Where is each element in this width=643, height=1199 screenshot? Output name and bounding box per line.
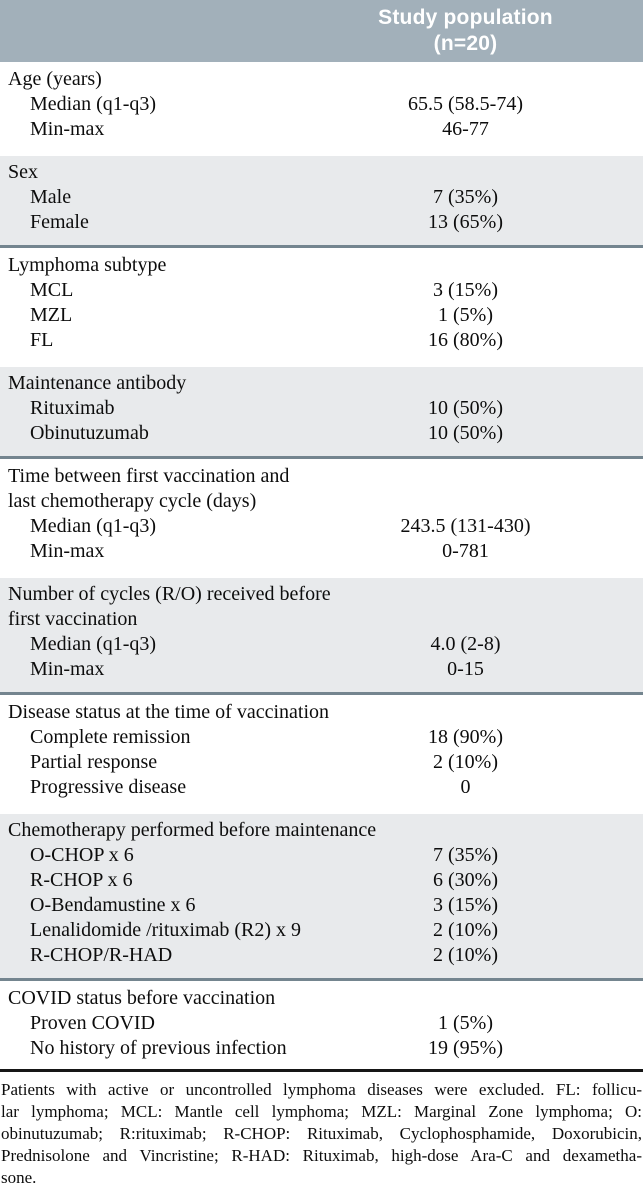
section: Chemotherapy performed before maintenanc… (0, 814, 643, 981)
row-value: 18 (90%) (428, 726, 503, 748)
footnote-line: sone. (1, 1168, 37, 1187)
section: Maintenance antibody Rituximab 10 (50%) Obi… (0, 367, 643, 459)
row-label: Min-max (30, 118, 105, 140)
section-title: Time between first vaccination and last … (8, 465, 290, 512)
footnote-line: Patients with active or uncontrolled lym… (1, 1080, 642, 1099)
row-value: 7 (35%) (433, 844, 498, 866)
data-row: O-Bendamustine x 6 3 (15%) (0, 893, 643, 918)
row-value: 7 (35%) (433, 186, 498, 208)
section: Time between first vaccination and last … (0, 459, 643, 578)
row-label: Median (q1-q3) (30, 93, 157, 115)
data-row: Median (q1-q3) 65.5 (58.5-74) (0, 92, 643, 117)
data-row: Complete remission 18 (90%) (0, 725, 643, 750)
row-value: 4.0 (2-8) (430, 633, 501, 655)
data-row: R-CHOP x 6 6 (30%) (0, 868, 643, 893)
row-value: 46-77 (442, 118, 489, 140)
section-title: Number of cycles (R/O) received before f… (8, 583, 331, 630)
section: Lymphoma subtype MCL 3 (15%) MZL 1 (5%) FL 16 … (0, 248, 643, 367)
row-value: 10 (50%) (428, 397, 503, 419)
row-value: 19 (95%) (428, 1037, 503, 1059)
data-row: O-CHOP x 6 7 (35%) (0, 843, 643, 868)
data-row: Min-max 0-781 (0, 539, 643, 564)
row-label: Min-max (30, 540, 105, 562)
section: Disease status at the time of vaccinatio… (0, 695, 643, 814)
row-label: Partial response (30, 751, 158, 773)
footnote-line: lar lymphoma; MCL: Mantle cell lymphoma;… (1, 1102, 642, 1121)
row-label: No history of previous infection (30, 1037, 287, 1059)
row-value: 0-15 (447, 658, 484, 680)
data-row: R-CHOP/R-HAD 2 (10%) (0, 943, 643, 968)
row-value: 0 (460, 776, 471, 798)
section: Sex Male 7 (35%) Female 13 (65%) (0, 156, 643, 248)
row-label: Proven COVID (30, 1012, 155, 1034)
data-row: Median (q1-q3) 243.5 (131-430) (0, 514, 643, 539)
row-label: O-CHOP x 6 (30, 844, 134, 866)
row-value: 2 (10%) (433, 944, 498, 966)
table-header-row: Study population (n=20) (0, 0, 643, 62)
row-value: 16 (80%) (428, 329, 503, 351)
row-label: MCL (30, 279, 74, 301)
row-label: R-CHOP x 6 (30, 869, 133, 891)
row-value: 6 (30%) (433, 869, 498, 891)
row-label: Min-max (30, 658, 105, 680)
row-value: 1 (5%) (438, 304, 493, 326)
study-population-column-header: Study population (n=20) (378, 6, 553, 55)
section: COVID status before vaccination Proven CO… (0, 981, 643, 1072)
data-row: Obinutuzumab 10 (50%) (0, 421, 643, 446)
row-value: 13 (65%) (428, 211, 503, 233)
data-row: Partial response 2 (10%) (0, 750, 643, 775)
footnote-line: obinutuzumab; R:rituximab; R-CHOP: Ritux… (1, 1124, 642, 1143)
data-row: Median (q1-q3) 4.0 (2-8) (0, 632, 643, 657)
section: Number of cycles (R/O) received before f… (0, 578, 643, 695)
row-label: Median (q1-q3) (30, 515, 157, 537)
row-value: 243.5 (131-430) (400, 515, 531, 537)
row-label: Lenalidomide /rituximab (R2) x 9 (30, 919, 302, 941)
data-row: Min-max 46-77 (0, 117, 643, 142)
section-title: Chemotherapy performed before maintenanc… (8, 819, 377, 841)
section-title: Lymphoma subtype (8, 254, 167, 276)
section-title: Disease status at the time of vaccinatio… (8, 701, 330, 723)
section: Age (years) Median (q1-q3) 65.5 (58.5-74) M… (0, 62, 643, 156)
row-label: Female (30, 211, 89, 233)
data-row: Lenalidomide /rituximab (R2) x 9 2 (10%) (0, 918, 643, 943)
row-label: Progressive disease (30, 776, 187, 798)
data-row: Progressive disease 0 (0, 775, 643, 800)
data-row: Proven COVID 1 (5%) (0, 1011, 643, 1036)
row-value: 2 (10%) (433, 919, 498, 941)
row-value: 65.5 (58.5-74) (408, 93, 523, 115)
footnote: Patients with active or uncontrolled lym… (0, 1072, 643, 1189)
data-row: No history of previous infection 19 (95%) (0, 1036, 643, 1061)
row-label: Obinutuzumab (30, 422, 149, 444)
footnote-line: Prednisolone and Vincristine; R-HAD: Rit… (1, 1146, 642, 1165)
row-label: Median (q1-q3) (30, 633, 157, 655)
row-value: 2 (10%) (433, 751, 498, 773)
data-row: FL 16 (80%) (0, 328, 643, 353)
row-value: 10 (50%) (428, 422, 503, 444)
row-label: R-CHOP/R-HAD (30, 944, 173, 966)
data-row: Rituximab 10 (50%) (0, 396, 643, 421)
data-row: MZL 1 (5%) (0, 303, 643, 328)
section-title: Maintenance antibody (8, 372, 187, 394)
row-label: Male (30, 186, 72, 208)
row-value: 0-781 (442, 540, 489, 562)
section-title: COVID status before vaccination (8, 987, 276, 1009)
row-label: Rituximab (30, 397, 115, 419)
row-label: MZL (30, 304, 73, 326)
data-row: Female 13 (65%) (0, 210, 643, 235)
data-row: MCL 3 (15%) (0, 278, 643, 303)
section-title: Age (years) (8, 68, 102, 90)
data-row: Min-max 0-15 (0, 657, 643, 682)
row-label: FL (30, 329, 54, 351)
data-row: Male 7 (35%) (0, 185, 643, 210)
row-value: 1 (5%) (438, 1012, 493, 1034)
row-value: 3 (15%) (433, 894, 498, 916)
table-body: Age (years) Median (q1-q3) 65.5 (58.5-74) M… (0, 62, 643, 1072)
row-value: 3 (15%) (433, 279, 498, 301)
section-title: Sex (8, 161, 38, 183)
row-label: O-Bendamustine x 6 (30, 894, 196, 916)
row-label: Complete remission (30, 726, 191, 748)
